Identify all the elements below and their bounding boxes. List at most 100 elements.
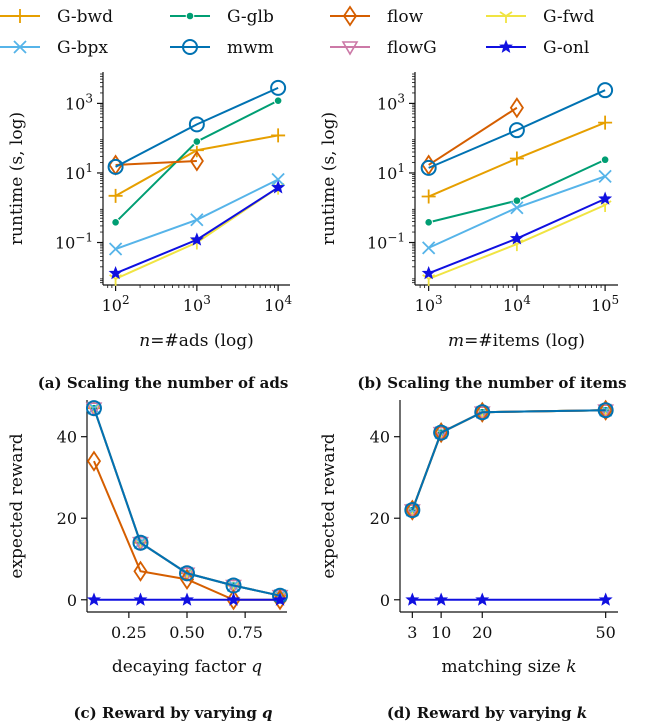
data-point-mwm bbox=[474, 404, 491, 421]
legend-entry-flow: flow bbox=[330, 5, 424, 27]
data-point-mwm bbox=[188, 116, 205, 133]
series-gglb bbox=[111, 96, 283, 227]
series-gbwd bbox=[108, 128, 286, 203]
series-gonl bbox=[405, 592, 613, 606]
series-mwm bbox=[404, 402, 614, 519]
x-tick-label: 3 bbox=[407, 623, 417, 642]
series-mwm bbox=[85, 400, 289, 604]
legend-label-gonl: G-onl bbox=[543, 38, 589, 58]
x-tick-label: 103 bbox=[415, 293, 443, 315]
data-point-gglb bbox=[512, 196, 522, 205]
y-tick-label: 20 bbox=[370, 509, 390, 528]
data-point-mwm bbox=[508, 122, 525, 139]
data-point-gbpx bbox=[510, 201, 524, 215]
data-point-mwm bbox=[404, 502, 421, 519]
legend: G-bwd G-glb flow G-fwd G-bpx mwm flowG G-onl bbox=[0, 5, 594, 58]
data-point-gonl bbox=[133, 592, 148, 606]
legend-label-mwm: mwm bbox=[227, 38, 274, 58]
y-axis-label: expected reward bbox=[7, 433, 27, 578]
panel-caption: (b) Scaling the number of items bbox=[357, 374, 626, 392]
series-gonl bbox=[87, 592, 287, 606]
data-point-gonl bbox=[475, 592, 490, 606]
legend-label-flowG: flowG bbox=[387, 38, 437, 58]
data-point-gonl bbox=[87, 592, 101, 606]
data-point-gbwd bbox=[108, 188, 123, 203]
data-point-gonl bbox=[509, 231, 524, 245]
chart-d: 3 10 20 50 0 20 40 matching size k expected rewa… bbox=[319, 399, 618, 722]
data-point-gonl bbox=[108, 265, 123, 280]
legend-marker-gbpx bbox=[13, 40, 27, 54]
y-tick-label: 40 bbox=[370, 428, 390, 447]
data-point-gonl bbox=[273, 592, 287, 606]
panel-caption: (d) Reward by varying k bbox=[387, 704, 587, 722]
series-line-gonl bbox=[115, 186, 279, 275]
x-tick-label: 20 bbox=[472, 623, 492, 642]
data-point-mwm bbox=[107, 158, 124, 175]
data-point-mwm bbox=[179, 565, 195, 582]
panel-caption: (c) Reward by varying q bbox=[73, 704, 272, 722]
series-mwm bbox=[420, 82, 614, 176]
data-point-mwm bbox=[433, 424, 450, 441]
y-tick-label: 103 bbox=[65, 91, 93, 113]
data-point-gbwd bbox=[421, 189, 436, 204]
data-point-gfwd bbox=[422, 274, 436, 286]
data-point-gbwd bbox=[598, 115, 613, 130]
series-gonl bbox=[108, 180, 286, 280]
series-gonl bbox=[421, 191, 613, 280]
legend-label-flow: flow bbox=[387, 7, 424, 27]
series-line-mwm bbox=[93, 407, 281, 597]
data-point-flow bbox=[405, 499, 420, 521]
y-axis-label: runtime (s, log) bbox=[7, 112, 27, 245]
y-tick-label: 103 bbox=[377, 91, 405, 113]
legend-marker-mwm bbox=[182, 39, 198, 55]
data-point-gonl bbox=[180, 592, 194, 606]
data-point-gonl bbox=[598, 592, 613, 606]
data-point-gglb bbox=[424, 218, 433, 227]
legend-entry-gbwd: G-bwd bbox=[0, 7, 113, 27]
data-point-gonl bbox=[598, 191, 613, 205]
data-point-flow bbox=[509, 97, 524, 119]
chart-a: 102 103 104 10−1 101 103 n=#ads (log) runtime (… bbox=[7, 72, 292, 392]
data-point-gglb bbox=[111, 218, 120, 227]
x-tick-label: 103 bbox=[183, 293, 211, 315]
data-point-flow bbox=[86, 450, 102, 472]
data-point-gonl bbox=[421, 265, 436, 280]
data-point-gbpx bbox=[108, 242, 123, 256]
series-line-mwm bbox=[411, 409, 606, 511]
y-tick-label: 10−1 bbox=[55, 231, 93, 253]
data-point-flowG bbox=[85, 402, 103, 417]
y-tick-label: 40 bbox=[57, 428, 77, 447]
data-point-gbpx bbox=[271, 172, 285, 187]
legend-marker-gonl bbox=[499, 39, 513, 53]
x-tick-label: 0.50 bbox=[169, 623, 205, 642]
legend-marker-gbwd bbox=[13, 9, 27, 23]
data-point-flow bbox=[179, 568, 195, 591]
series-gbpx bbox=[422, 169, 612, 255]
series-line-flow bbox=[115, 160, 197, 166]
series-gglb bbox=[424, 155, 610, 227]
series-gfwd bbox=[405, 405, 613, 518]
data-point-mwm bbox=[597, 402, 614, 419]
legend-entry-gonl: G-onl bbox=[486, 38, 589, 58]
series-gbpx bbox=[108, 172, 285, 256]
series-mwm bbox=[107, 79, 287, 175]
data-point-gglb bbox=[273, 96, 283, 105]
data-point-flow bbox=[598, 399, 613, 421]
data-point-flowG bbox=[403, 504, 421, 519]
data-point-flow bbox=[272, 589, 288, 611]
y-tick-label: 10−1 bbox=[367, 231, 405, 253]
data-point-gbpx bbox=[422, 241, 436, 255]
x-axis-label: matching size k bbox=[441, 657, 576, 677]
data-point-flow bbox=[226, 589, 241, 611]
x-axis-label: m=#items (log) bbox=[448, 331, 585, 351]
data-point-gonl bbox=[226, 592, 241, 606]
series-line-gglb bbox=[428, 158, 606, 224]
legend-label-gbwd: G-bwd bbox=[57, 7, 113, 27]
data-point-gbpx bbox=[598, 169, 612, 183]
series-line-flow bbox=[93, 460, 281, 601]
y-tick-label: 0 bbox=[67, 591, 77, 610]
data-point-gonl bbox=[405, 592, 420, 606]
data-point-gfwd bbox=[109, 274, 123, 286]
series-line-flow bbox=[428, 106, 518, 166]
data-point-flow bbox=[475, 401, 490, 423]
